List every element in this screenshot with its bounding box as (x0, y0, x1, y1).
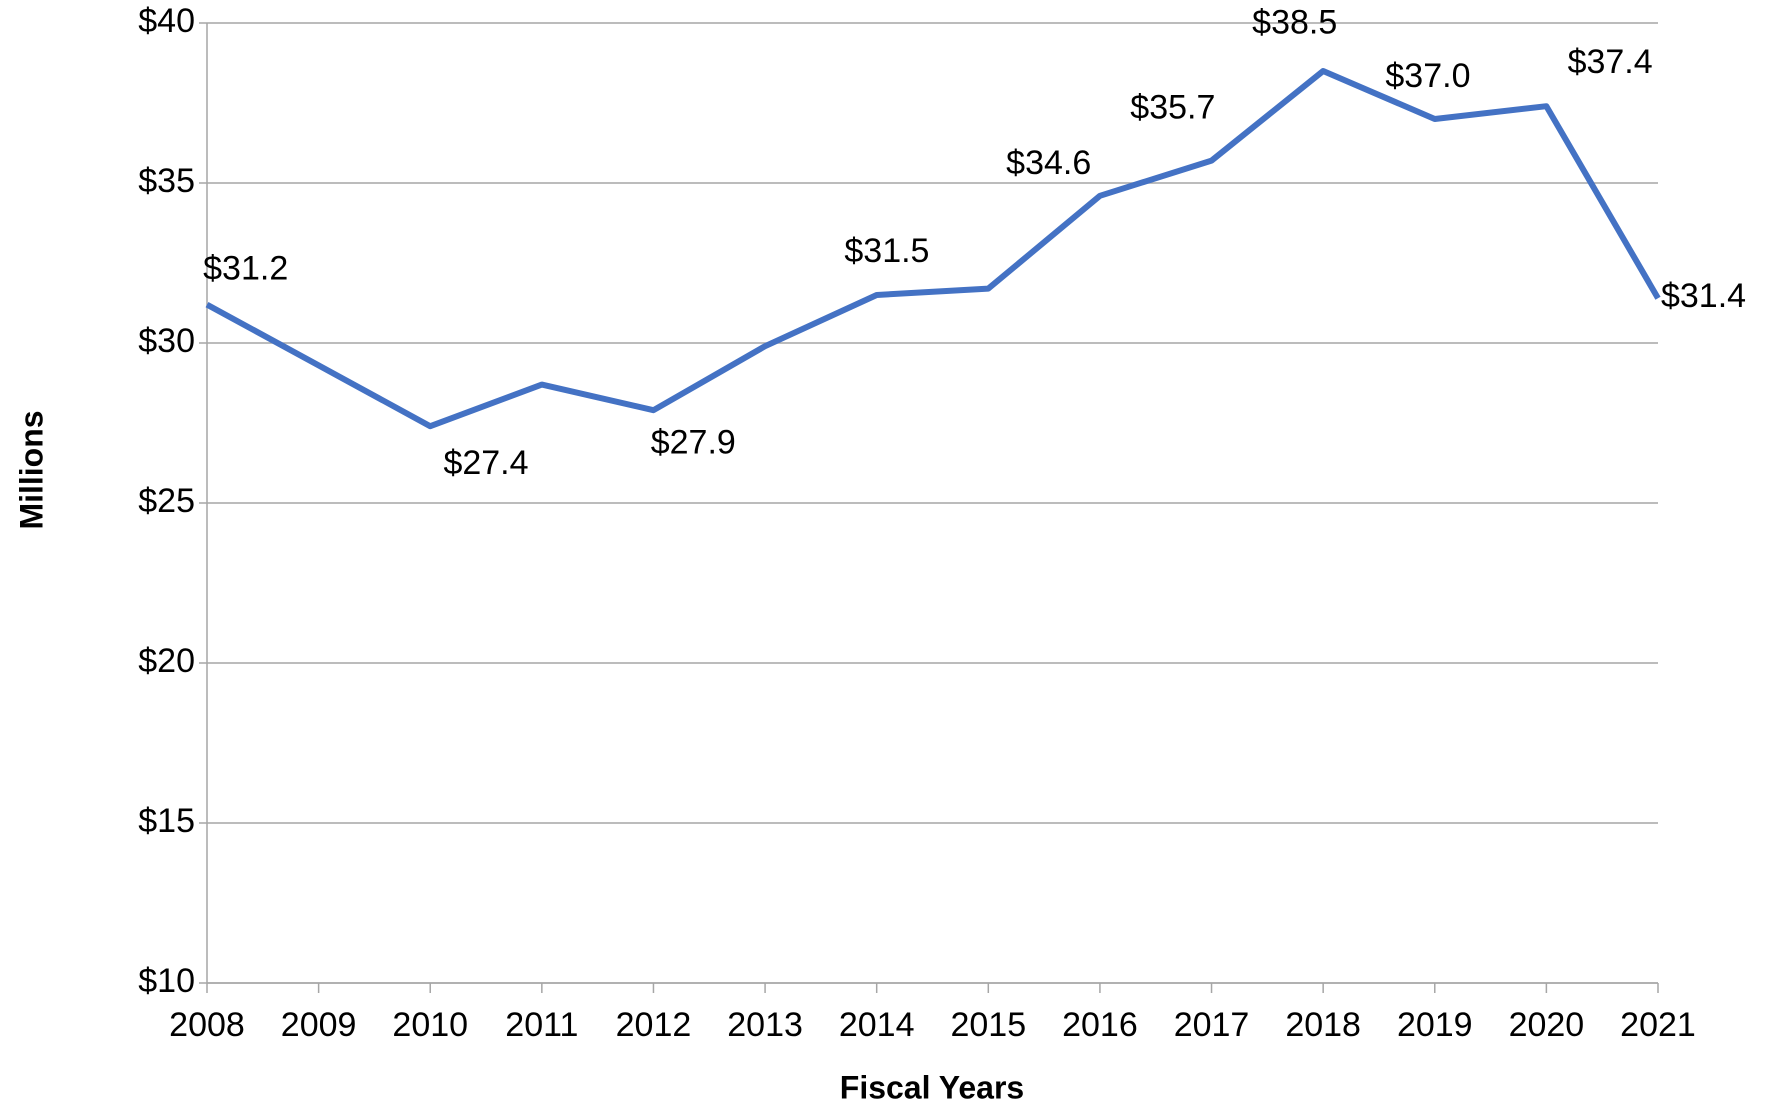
data-label: $34.6 (1006, 144, 1091, 182)
x-tick-label: 2018 (1285, 1006, 1361, 1044)
data-label: $38.5 (1252, 3, 1337, 41)
data-label: $31.4 (1661, 277, 1746, 315)
y-tick-label: $35 (138, 162, 195, 200)
x-tick-label: 2009 (281, 1006, 357, 1044)
y-axis-title: Millions (13, 410, 49, 529)
x-tick-label: 2011 (505, 1006, 578, 1044)
x-tick-label: 2010 (392, 1006, 468, 1044)
y-tick-label: $20 (138, 642, 195, 680)
y-tick-label: $15 (138, 802, 195, 840)
data-label: $31.5 (844, 232, 929, 270)
data-label: $37.4 (1568, 43, 1653, 81)
x-tick-label: 2020 (1509, 1006, 1585, 1044)
y-tick-label: $30 (138, 322, 195, 360)
x-tick-label: 2015 (950, 1006, 1026, 1044)
x-axis-title: Fiscal Years (840, 1069, 1024, 1105)
data-label: $37.0 (1385, 57, 1470, 95)
data-label: $31.2 (203, 249, 288, 287)
data-label: $27.4 (443, 444, 528, 482)
x-tick-label: 2019 (1397, 1006, 1473, 1044)
data-line (205, 68, 1661, 430)
data-label: $27.9 (651, 423, 736, 461)
x-tick-label: 2013 (727, 1006, 803, 1044)
x-tick-label: 2021 (1620, 1006, 1696, 1044)
y-tick-label: $10 (138, 962, 195, 1000)
x-tick-label: 2017 (1174, 1006, 1250, 1044)
y-tick-label: $25 (138, 482, 195, 520)
data-label: $35.7 (1130, 88, 1215, 126)
x-tick-label: 2016 (1062, 1006, 1138, 1044)
x-tick-label: 2012 (616, 1006, 692, 1044)
x-tick-label: 2014 (839, 1006, 915, 1044)
y-tick-label: $40 (138, 2, 195, 40)
x-tick-label: 2008 (169, 1006, 245, 1044)
